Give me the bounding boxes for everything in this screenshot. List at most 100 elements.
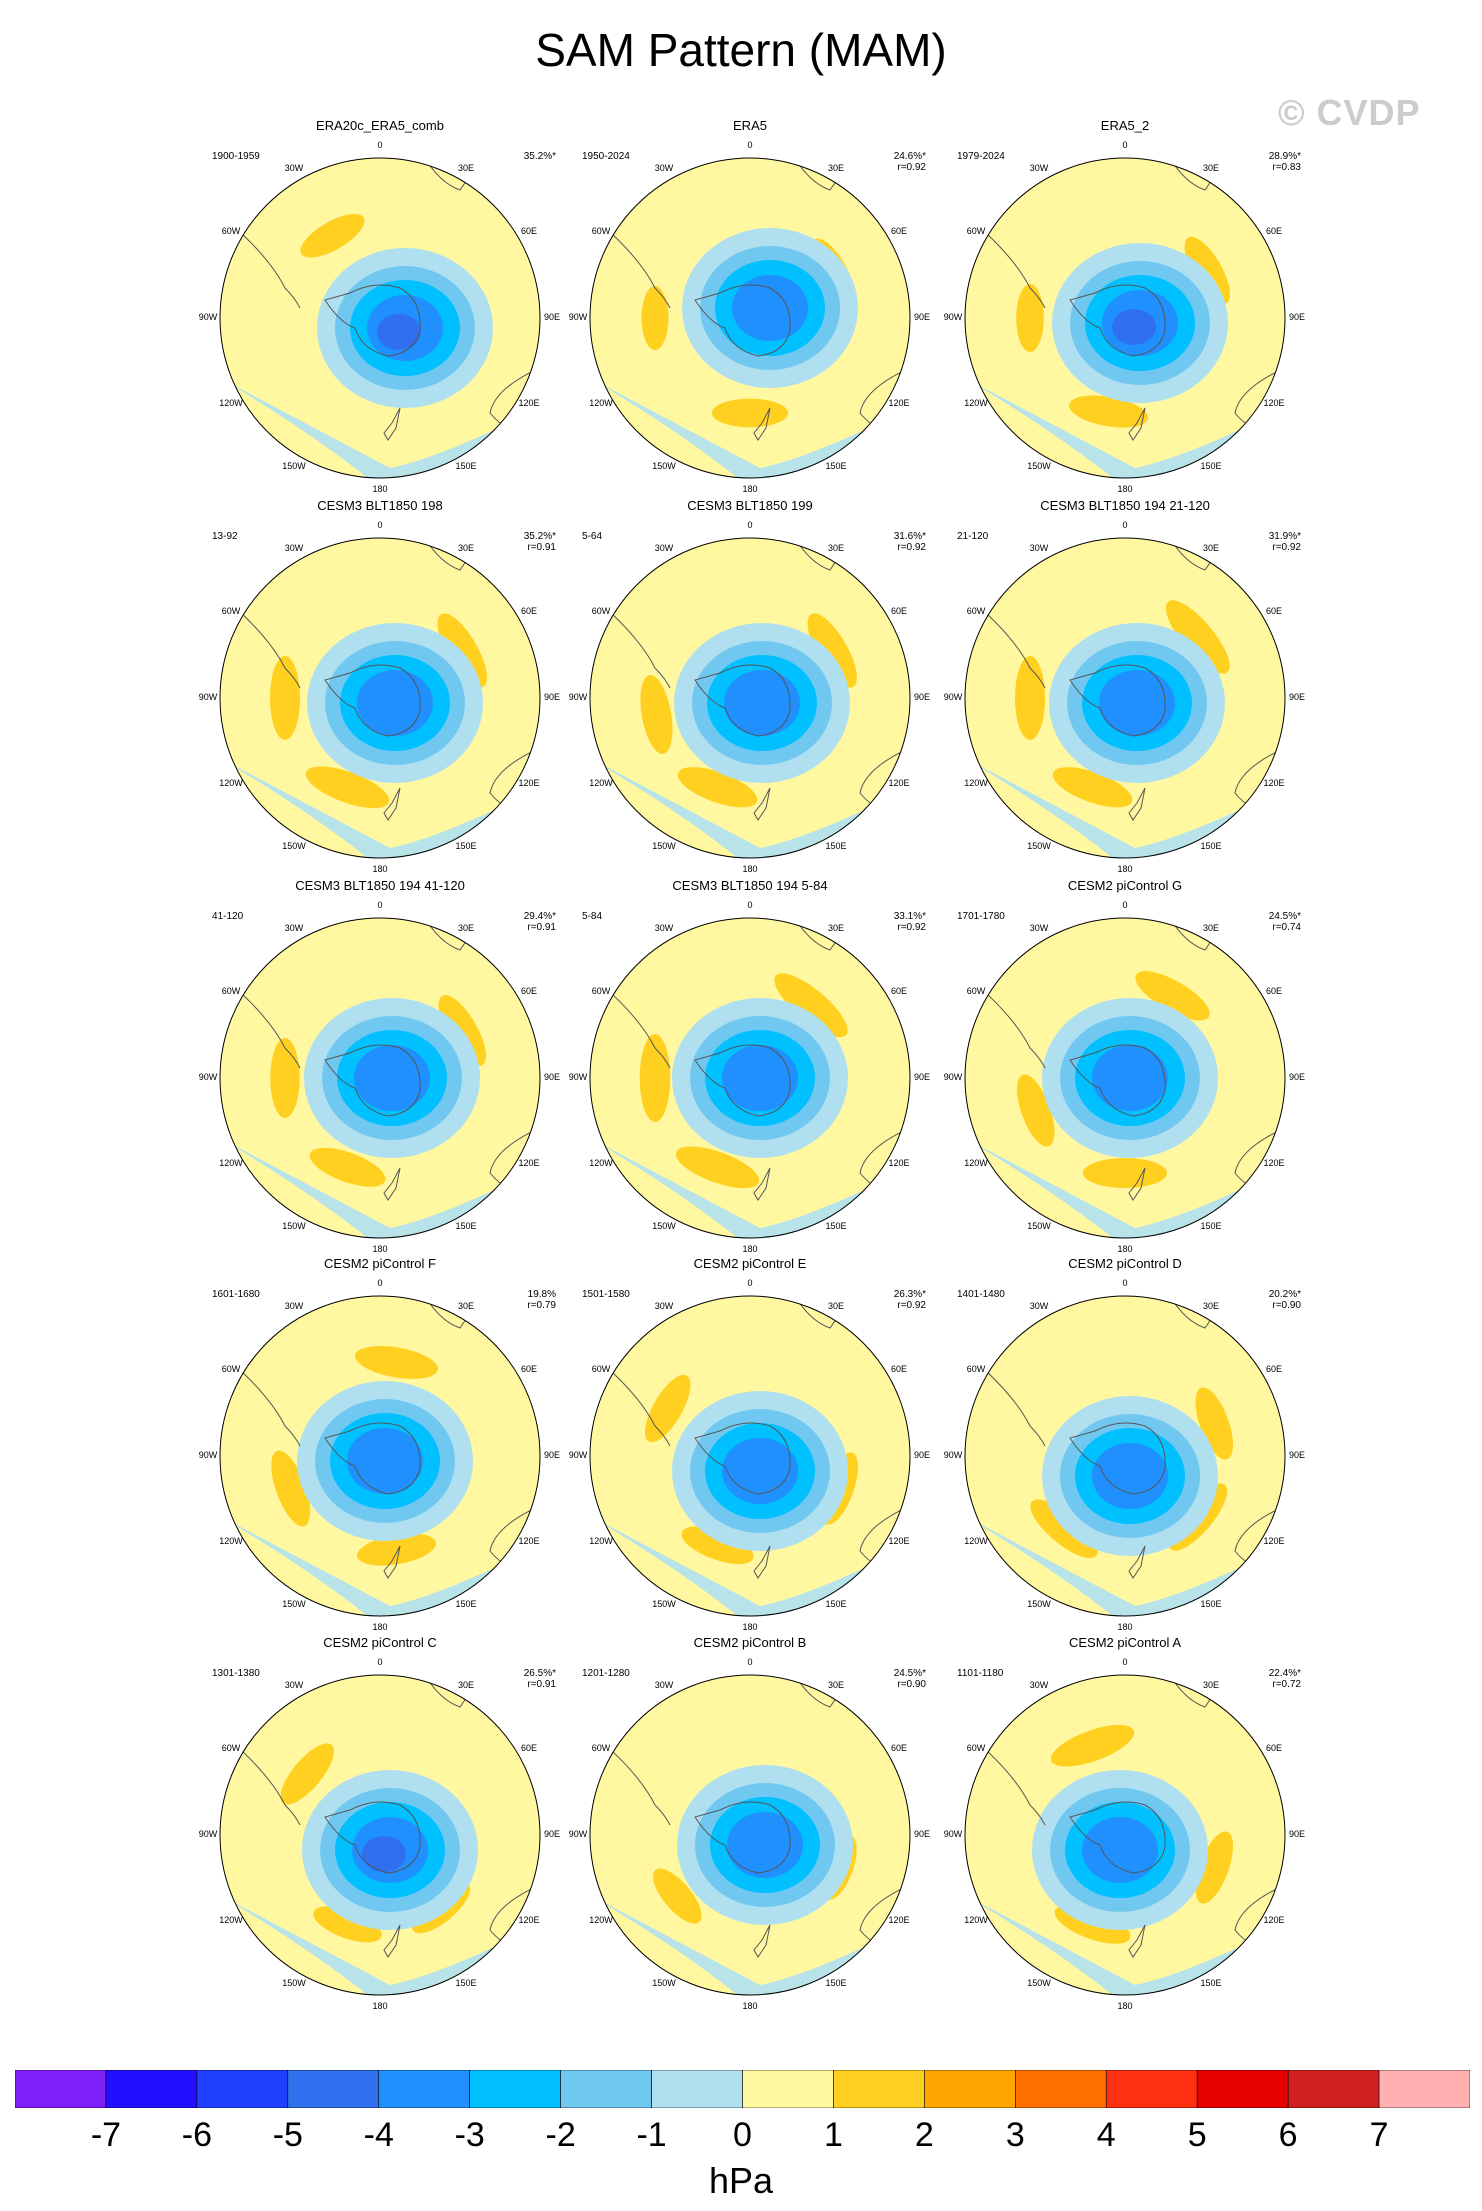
polar-map — [964, 917, 1286, 1239]
lon-label: 30W — [1029, 163, 1049, 174]
colorbar-tick: 5 — [1187, 2116, 1207, 2154]
antarctica-coastline — [694, 284, 791, 357]
lon-label: 180 — [742, 484, 758, 494]
field-level-p1 — [1050, 1724, 1135, 1767]
lon-label: 180 — [372, 1244, 388, 1254]
lon-label: 150W — [652, 840, 676, 851]
lon-label: 60E — [520, 1743, 537, 1753]
lon-label: 60W — [591, 1364, 611, 1374]
lon-label: 120W — [589, 1915, 613, 1925]
map-panel: CESM3 BLT1850 199 5-64 31.6%* r=0.92 0 30E 60E… — [569, 498, 930, 874]
lon-label: 90W — [198, 312, 218, 322]
map-panel: ERA5 1950-2024 24.6%* r=0.92 0 30E 60E 90E 120E 1… — [569, 118, 930, 494]
lon-label: 0 — [1122, 1657, 1128, 1667]
panel-correlation: r=0.90 — [1272, 1300, 1301, 1311]
new-zealand-coastline — [753, 787, 771, 821]
polar-map — [219, 537, 541, 859]
antarctica-coastline — [324, 1044, 421, 1117]
lon-label: 30W — [1029, 543, 1049, 554]
panel-variance: 26.5%* — [523, 1668, 556, 1679]
field-level-p1 — [270, 1038, 300, 1118]
lon-label: 120E — [518, 1915, 540, 1925]
lon-label: 90E — [913, 1072, 930, 1082]
lon-label: 150W — [282, 460, 306, 471]
lon-label: 0 — [1122, 1278, 1128, 1288]
panel-period: 1301-1380 — [212, 1668, 260, 1679]
field-level-p1 — [1195, 1387, 1234, 1460]
field-level-p1 — [357, 1533, 436, 1566]
field-level-n3 — [1082, 1817, 1158, 1883]
panel-stats: 26.5%* r=0.91 — [500, 1668, 556, 1690]
lon-label: 30E — [1202, 1301, 1219, 1312]
map-border — [964, 1674, 1286, 1996]
field-level-p1 — [652, 1868, 702, 1924]
panel-title: CESM3 BLT1850 198 — [317, 498, 443, 513]
antarctica-coastline — [324, 284, 421, 357]
panel-period: 1950-2024 — [582, 151, 630, 162]
new-zealand-coastline — [753, 1545, 771, 1579]
map-panel: CESM2 piControl E 1501-1580 26.3%* r=0.92 0 3… — [569, 1256, 930, 1632]
panel-title: CESM3 BLT1850 194 5-84 — [672, 878, 828, 893]
lon-label: 30E — [457, 543, 474, 554]
south-america-coastline — [974, 1739, 1046, 1826]
panel-title: ERA5_2 — [1100, 118, 1150, 133]
units-label: hPa — [708, 2160, 774, 2201]
colorbar-tick: -3 — [454, 2116, 485, 2154]
lon-label: 60E — [1265, 1364, 1282, 1374]
panel-variance: 24.5%* — [893, 1668, 926, 1679]
lon-label: 0 — [377, 1278, 383, 1288]
lon-label: 0 — [1122, 520, 1128, 530]
lon-label: 150W — [652, 1220, 676, 1231]
polar-map — [964, 537, 1286, 859]
panel-period: 1900-1959 — [212, 151, 260, 162]
panel-title: CESM2 piControl G — [1067, 878, 1183, 893]
lon-label: 120W — [219, 1915, 243, 1925]
lon-label: 150E — [1200, 1977, 1222, 1988]
map-border — [219, 157, 541, 479]
panel-period: 21-120 — [957, 531, 989, 542]
panel-period: 1601-1680 — [212, 1289, 260, 1300]
lon-label: 90W — [943, 1450, 963, 1460]
field-level-n4 — [1112, 309, 1156, 345]
lon-label: 30W — [1029, 1301, 1049, 1312]
lon-label: 90E — [1288, 1450, 1305, 1460]
antarctica-coastline — [694, 1422, 791, 1495]
panel-period: 1201-1280 — [582, 1668, 630, 1679]
polar-map — [219, 917, 541, 1239]
colorbar-tick: 6 — [1278, 2116, 1298, 2154]
panel-stats: 22.4%* r=0.72 — [1245, 1668, 1301, 1690]
lon-label: 120W — [964, 1158, 988, 1168]
colorbar-tick: 0 — [733, 2116, 752, 2154]
lon-label: 150W — [652, 1598, 676, 1609]
lon-label: 0 — [377, 520, 383, 530]
panel-title: ERA20c_ERA5_comb — [316, 118, 444, 133]
panel-correlation: r=0.91 — [527, 922, 556, 933]
lon-label: 30E — [1202, 543, 1219, 554]
field-level-n3 — [357, 670, 433, 736]
colorbar-tick: -7 — [90, 2116, 122, 2154]
south-america-coastline — [599, 1360, 671, 1447]
lon-label: 180 — [1117, 2001, 1133, 2011]
field-level-p1 — [640, 675, 673, 754]
lon-label: 30E — [457, 1680, 474, 1691]
panel-period: 5-84 — [582, 911, 603, 922]
lon-label: 120W — [964, 778, 988, 788]
lon-label: 30E — [827, 163, 844, 174]
lon-label: 30E — [1202, 1680, 1219, 1691]
lon-label: 60E — [520, 986, 537, 996]
antarctica-coastline — [1069, 1422, 1166, 1495]
figure-title: SAM Pattern (MAM) — [535, 24, 947, 76]
field-level-p1 — [645, 1374, 691, 1443]
polar-map — [589, 1674, 911, 1996]
lon-label: 0 — [747, 900, 753, 910]
lon-label: 30W — [284, 1680, 304, 1691]
panel-correlation: r=0.92 — [897, 922, 926, 933]
polar-map — [589, 1295, 911, 1617]
panel-stats: 24.5%* r=0.74 — [1245, 911, 1301, 933]
field-level-p1 — [1016, 284, 1044, 352]
new-zealand-coastline — [383, 1545, 401, 1579]
polar-map — [219, 157, 541, 479]
lon-label: 120E — [518, 1536, 540, 1546]
colorbar-tick: 4 — [1096, 2116, 1116, 2154]
field-level-p1 — [313, 1906, 382, 1943]
